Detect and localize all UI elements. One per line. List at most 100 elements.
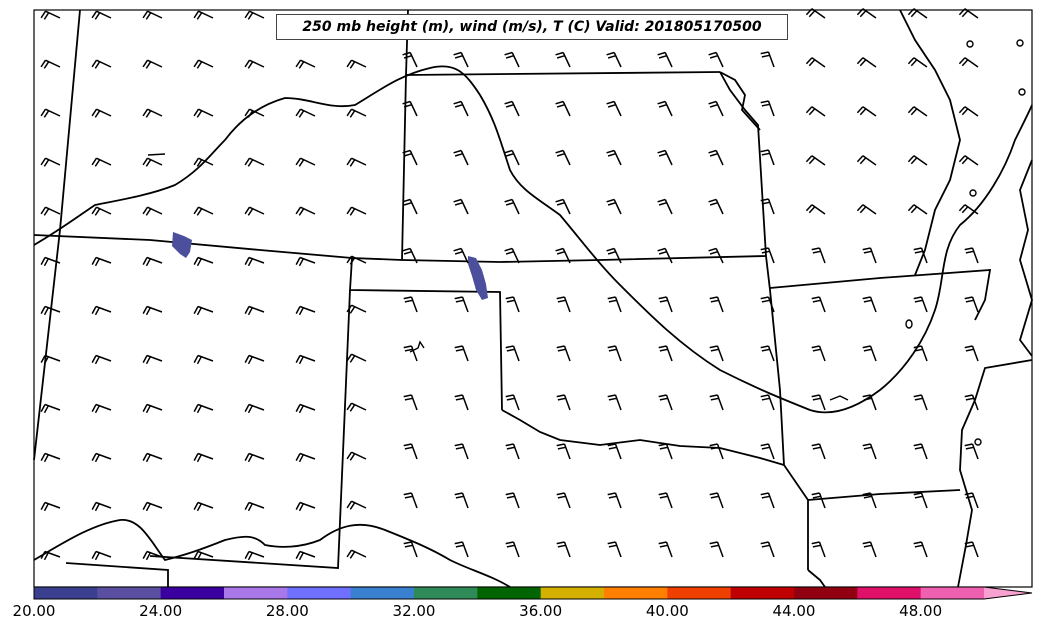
lake-feature [905, 319, 913, 329]
wind-barb [244, 305, 265, 316]
colorbar-tick-label: 32.00 [392, 602, 436, 620]
wind-barb [907, 155, 928, 166]
wind-barb [907, 57, 928, 68]
wind-barb [505, 541, 520, 558]
wind-barb [346, 59, 367, 69]
colorbar-segment [604, 587, 668, 599]
wind-barb [760, 492, 775, 509]
wind-barb [856, 155, 877, 166]
wind-barb [607, 492, 622, 509]
colorbar-outline [33, 586, 1033, 600]
state-line-sw [65, 562, 169, 587]
wind-barb [193, 550, 214, 561]
wind-barb [295, 157, 316, 167]
wind-barb [403, 394, 418, 411]
wind-barb [142, 10, 163, 20]
wind-barb [913, 296, 928, 313]
wind-barb [504, 247, 520, 264]
wind-barb [142, 501, 163, 512]
state-line-kansas-missouri [719, 71, 767, 257]
wind-barb [244, 354, 265, 365]
state-line-missouri-arkansas [769, 269, 992, 321]
colorbar-tick-label: 36.00 [519, 602, 563, 620]
wind-barb [555, 51, 571, 68]
wind-barb [142, 157, 163, 167]
state-line-north-oklahoma [33, 234, 767, 263]
wind-barb [403, 492, 418, 509]
wind-barb [454, 394, 469, 411]
wind-barb [862, 394, 877, 411]
wind-barb [708, 149, 724, 166]
lake-feature [147, 153, 166, 156]
wind-barb [958, 8, 979, 19]
wind-barb [403, 345, 418, 362]
colorbar-tick-label: 20.00 [12, 602, 56, 620]
wind-barb [555, 149, 571, 166]
wind-barb [142, 550, 163, 561]
colorbar-segment [287, 587, 352, 599]
wind-barb [760, 198, 775, 215]
colorbar-segment [794, 587, 858, 599]
temp-shading-blob-west [172, 232, 192, 258]
wind-barb [805, 204, 826, 215]
wind-barb [346, 157, 367, 167]
wind-barb [346, 255, 367, 265]
wind-barb [40, 550, 61, 561]
wind-barb [91, 59, 112, 69]
wind-barb [40, 403, 61, 414]
wind-barb [453, 198, 469, 215]
wind-barb [193, 403, 214, 414]
wind-barb [295, 59, 316, 69]
wind-barb [555, 198, 571, 215]
wind-barb [402, 149, 418, 166]
wind-barb [346, 353, 367, 363]
wind-barb [91, 501, 112, 512]
colorbar-tick-label: 28.00 [265, 602, 309, 620]
state-line-new-mexico-texas [149, 289, 351, 569]
colorbar-segment [667, 587, 732, 599]
wind-barb [964, 394, 979, 411]
wind-barb [556, 443, 571, 460]
wind-barb [907, 106, 928, 117]
wind-barb [295, 354, 316, 365]
water-features [147, 39, 1026, 446]
wind-barb [244, 403, 265, 414]
height-contour-south [33, 519, 511, 588]
wind-barb [142, 354, 163, 365]
wind-barb [295, 501, 316, 512]
wind-barb [142, 206, 163, 216]
wind-barb [505, 492, 520, 509]
wind-barb [40, 108, 61, 118]
temp-shading-blob-central [468, 256, 488, 300]
wind-barb [142, 256, 163, 267]
wind-barb [193, 354, 214, 365]
wind-barb [709, 443, 724, 460]
wind-barb [856, 204, 877, 215]
wind-barb [142, 108, 163, 118]
temperature-shading [172, 232, 488, 300]
wind-barb [142, 452, 163, 463]
wind-barb [760, 51, 775, 68]
state-line-texas-panhandle [349, 257, 503, 411]
wind-barb [403, 541, 418, 558]
wind-barb [958, 204, 979, 215]
wind-barb [760, 394, 775, 411]
wind-barb [913, 492, 928, 509]
wind-barb [657, 51, 673, 68]
colorbar-extend-arrow [984, 587, 1032, 599]
wind-barb [193, 501, 214, 512]
wind-barb [244, 256, 265, 267]
wind-barb [964, 492, 979, 509]
wind-barb [607, 443, 622, 460]
wind-barb [760, 443, 775, 460]
wind-barb [505, 443, 520, 460]
wind-barb [453, 100, 469, 117]
colorbar-segment [34, 587, 98, 599]
wind-barb [658, 345, 673, 362]
wind-barb [862, 443, 877, 460]
wind-barb [556, 492, 571, 509]
lake-feature [1016, 39, 1024, 47]
wind-barb [658, 492, 673, 509]
wind-barb [556, 394, 571, 411]
wind-barb [709, 492, 724, 509]
